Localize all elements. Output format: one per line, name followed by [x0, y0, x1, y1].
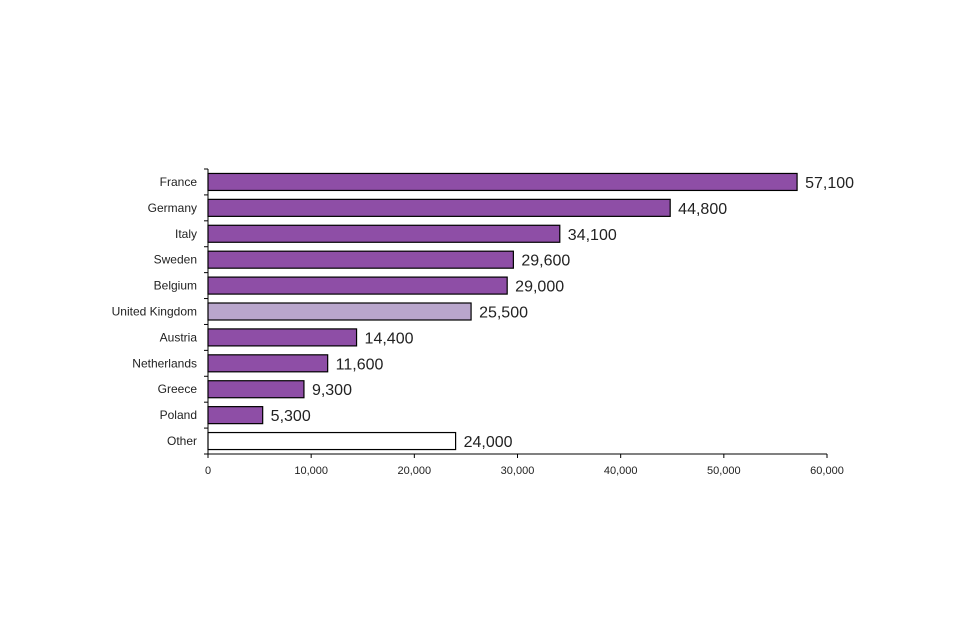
value-label-netherlands: 11,600: [336, 356, 384, 373]
category-label-italy: Italy: [175, 227, 197, 241]
value-label-greece: 9,300: [312, 382, 352, 399]
bar-germany: [207, 198, 671, 217]
category-label-united-kingdom: United Kingdom: [112, 305, 197, 319]
x-tick-label: 10,000: [294, 465, 328, 477]
bar-other: [207, 431, 457, 451]
category-label-other: Other: [167, 434, 197, 448]
bar-poland: [207, 406, 264, 425]
bar-netherlands: [207, 354, 329, 373]
value-labels: 57,100 44,800 34,100 29,600 29,000 25,500 14,4…: [271, 175, 854, 451]
x-tick-label: 40,000: [604, 465, 638, 477]
category-label-sweden: Sweden: [154, 253, 197, 267]
value-label-belgium: 29,000: [515, 279, 564, 296]
category-label-france: France: [160, 175, 198, 189]
x-tick-label: 30,000: [501, 465, 535, 477]
bar-austria: [207, 328, 358, 347]
x-tick-label: 0: [205, 465, 211, 477]
category-label-greece: Greece: [158, 382, 198, 396]
value-label-austria: 14,400: [365, 330, 414, 347]
value-label-poland: 5,300: [271, 408, 311, 425]
value-label-italy: 34,100: [568, 227, 617, 244]
axes: 0 10,000 20,000 30,000 40,000 50,000 60,000: [204, 168, 844, 477]
x-tick-label: 50,000: [707, 465, 741, 477]
bar-sweden: [207, 250, 514, 269]
value-label-france: 57,100: [805, 175, 854, 192]
bar-greece: [207, 380, 305, 399]
bar-united-kingdom: [207, 302, 472, 321]
bar-france: [207, 172, 798, 192]
bar-belgium: [207, 276, 508, 295]
bar-italy: [207, 224, 561, 243]
category-label-netherlands: Netherlands: [132, 356, 197, 370]
category-label-poland: Poland: [160, 408, 197, 422]
category-label-germany: Germany: [148, 201, 197, 215]
value-label-united-kingdom: 25,500: [479, 305, 528, 322]
value-label-other: 24,000: [464, 434, 513, 451]
x-tick-label: 20,000: [398, 465, 432, 477]
category-label-belgium: Belgium: [154, 279, 197, 293]
category-labels: France Germany Italy Sweden Belgium United Ki…: [112, 175, 198, 448]
value-label-sweden: 29,600: [521, 253, 570, 270]
category-label-austria: Austria: [160, 330, 198, 344]
value-label-germany: 44,800: [678, 201, 727, 218]
x-tick-label: 60,000: [810, 465, 844, 477]
